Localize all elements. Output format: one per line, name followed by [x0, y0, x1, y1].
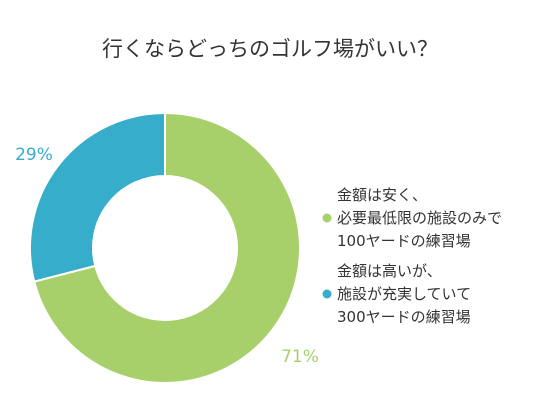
value-label-1: 29%	[15, 145, 53, 165]
legend: 金額は安く、必要最低限の施設のみで 100ヤードの練習場金額は高いが、施設が充実し…	[322, 186, 502, 326]
value-label-0: 71%	[281, 347, 319, 367]
legend-label-1-line-2: 300ヤードの練習場	[337, 308, 471, 326]
legend-label-0-line-0: 金額は安く、	[337, 186, 427, 204]
slice-1	[29, 111, 166, 283]
legend-label-0-line-2: 100ヤードの練習場	[337, 232, 471, 250]
slice-value-labels: 71% 29%	[15, 145, 319, 367]
legend-label-1-line-1: 施設が充実していて	[337, 285, 471, 303]
chart-title: 行くならどっちのゴルフ場がいい？	[102, 37, 438, 61]
legend-dot-0	[322, 213, 332, 223]
legend-dot-1	[322, 289, 332, 299]
slice-0	[33, 111, 301, 384]
legend-label-0-line-1: 必要最低限の施設のみで	[337, 209, 502, 227]
donut-slices	[29, 111, 301, 384]
legend-label-1-line-0: 金額は高いが、	[337, 262, 442, 280]
